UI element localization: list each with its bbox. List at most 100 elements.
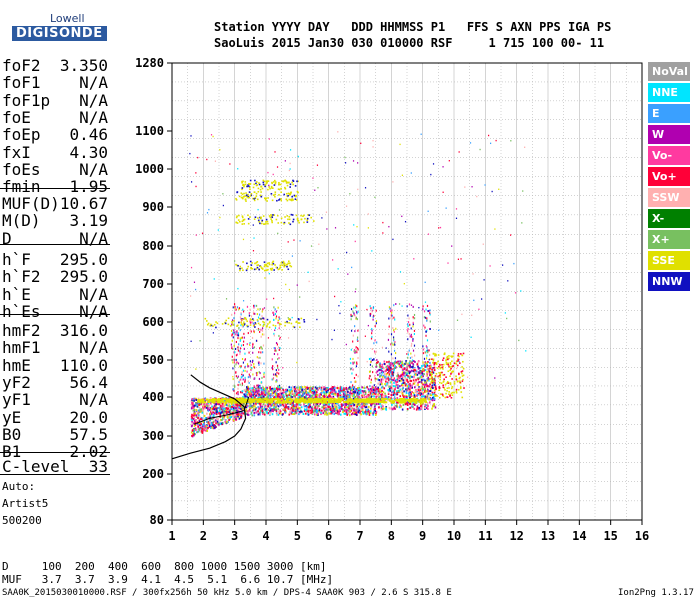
echo-point	[296, 217, 299, 220]
echo-point	[233, 405, 236, 408]
echo-point	[417, 383, 419, 386]
echo-point	[231, 346, 233, 349]
echo-point	[283, 221, 286, 224]
param-label: C-level	[2, 457, 70, 476]
echo-point	[289, 193, 291, 195]
echo-point	[410, 395, 413, 398]
echo-point	[295, 403, 298, 406]
echo-point	[389, 310, 392, 313]
echo-point	[262, 395, 265, 398]
echo-point	[412, 363, 415, 366]
echo-point	[269, 402, 272, 405]
echo-point	[250, 363, 252, 366]
echo-point	[315, 401, 319, 404]
echo-point	[237, 334, 239, 337]
echo-point	[258, 389, 260, 392]
echo-point	[227, 402, 229, 405]
echo-point	[407, 328, 409, 331]
echo-point	[240, 365, 242, 368]
echo-point	[206, 426, 209, 429]
echo-point	[402, 403, 405, 406]
echo-point	[387, 377, 389, 380]
echo-point	[353, 386, 356, 389]
echo-point	[238, 321, 240, 324]
echo-point	[404, 362, 406, 365]
echo-point	[263, 397, 267, 400]
echo-point	[353, 411, 356, 414]
echo-point	[297, 407, 300, 410]
echo-point	[262, 413, 264, 416]
echo-point	[292, 409, 294, 412]
echo-point	[293, 413, 295, 416]
echo-point	[380, 403, 383, 406]
echo-point	[241, 412, 243, 415]
echo-point	[249, 406, 251, 409]
echo-point	[348, 403, 351, 406]
echo-point	[356, 396, 359, 399]
echo-point	[260, 222, 263, 225]
echo-point	[337, 396, 340, 399]
echo-point	[220, 399, 224, 402]
echo-point	[212, 426, 215, 429]
echo-point	[242, 269, 244, 272]
echo-point	[410, 369, 413, 372]
echo-point	[275, 218, 278, 221]
echo-point	[240, 414, 243, 417]
echo-point	[287, 268, 290, 271]
echo-point	[369, 385, 371, 388]
echo-point	[401, 364, 404, 367]
echo-point	[374, 339, 376, 342]
echo-point	[198, 422, 200, 425]
echo-point	[410, 366, 412, 369]
echo-point	[291, 404, 293, 407]
echo-point	[334, 404, 336, 407]
echo-point	[201, 399, 205, 402]
echo-point	[191, 429, 194, 432]
echo-point	[318, 397, 321, 400]
echo-point	[372, 388, 375, 391]
echo-point	[363, 387, 366, 390]
echo-point	[424, 390, 426, 393]
echo-point	[279, 396, 282, 399]
echo-point	[198, 403, 201, 406]
echo-point	[406, 367, 409, 370]
echo-point	[280, 401, 283, 404]
echo-point	[375, 363, 378, 366]
echo-point	[311, 411, 313, 414]
echo-point	[283, 395, 285, 398]
echo-point	[288, 222, 290, 224]
echo-point	[415, 373, 417, 376]
echo-point	[321, 409, 323, 412]
echo-point	[197, 428, 200, 431]
echo-point	[334, 393, 337, 396]
echo-point	[408, 394, 410, 397]
echo-point	[420, 395, 423, 398]
echo-point	[335, 404, 337, 407]
echo-point	[380, 366, 383, 369]
echo-point	[356, 410, 359, 413]
echo-point	[396, 381, 398, 384]
echo-point	[276, 401, 279, 404]
echo-point	[413, 382, 416, 385]
echo-point	[358, 386, 360, 389]
param-value: 10.67	[59, 194, 108, 213]
echo-point	[276, 371, 278, 374]
echo-point	[328, 394, 331, 397]
echo-point	[357, 329, 359, 332]
echo-point	[396, 378, 399, 381]
echo-point	[278, 334, 280, 337]
echo-point	[307, 392, 310, 395]
echo-point	[327, 401, 331, 404]
echo-point	[254, 389, 256, 392]
echo-point	[213, 408, 216, 411]
echo-point	[279, 412, 282, 415]
echo-point	[273, 396, 275, 399]
echo-point	[353, 348, 356, 351]
echo-point	[393, 368, 395, 371]
echo-point	[290, 412, 293, 415]
echo-point	[403, 390, 405, 393]
echo-point	[225, 407, 227, 410]
echo-point	[257, 385, 260, 388]
echo-point	[337, 386, 340, 389]
echo-point	[391, 407, 393, 410]
